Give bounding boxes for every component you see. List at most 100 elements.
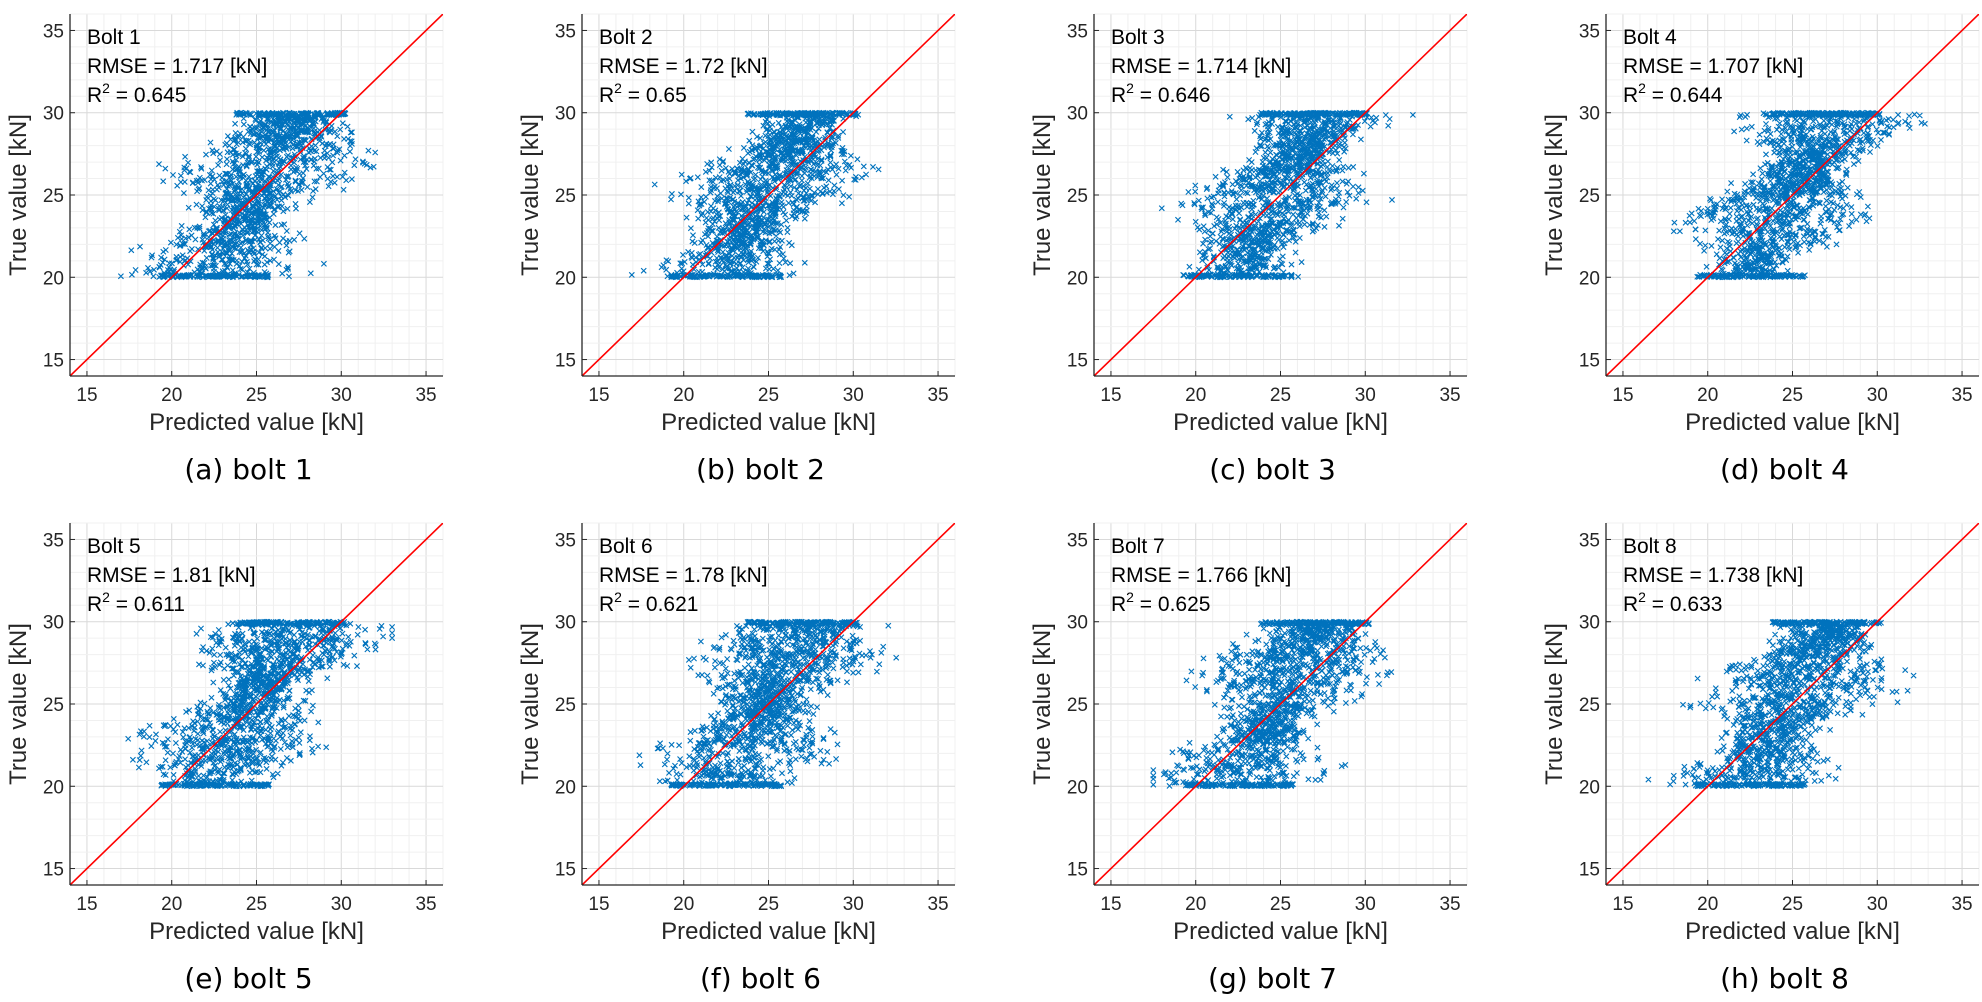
x-tick-label: 15 bbox=[1612, 385, 1633, 406]
y-tick-label: 15 bbox=[1579, 351, 1600, 372]
y-axis-label: True value [kN] bbox=[517, 114, 544, 276]
x-tick-label: 20 bbox=[673, 894, 694, 915]
r2-superscript: 2 bbox=[102, 589, 110, 605]
x-tick-label: 35 bbox=[415, 894, 436, 915]
y-tick-label: 25 bbox=[555, 186, 576, 207]
y-tick-label: 25 bbox=[1067, 695, 1088, 716]
r2-superscript: 2 bbox=[614, 589, 622, 605]
x-tick-label: 35 bbox=[1439, 894, 1460, 915]
x-tick-label: 15 bbox=[1100, 894, 1121, 915]
rmse-label: RMSE = 1.717 [kN] bbox=[87, 55, 267, 78]
r2-label: R2 = 0.65 bbox=[599, 80, 687, 107]
panel-caption: (g) bolt 7 bbox=[1208, 962, 1337, 995]
r2-symbol: R bbox=[1111, 593, 1126, 616]
x-tick-label: 15 bbox=[588, 894, 609, 915]
scatter-marks bbox=[1158, 109, 1416, 281]
x-tick-label: 20 bbox=[1697, 894, 1718, 915]
y-tick-label: 35 bbox=[1579, 530, 1600, 551]
grid bbox=[1605, 13, 1980, 377]
x-tick-label: 35 bbox=[1439, 385, 1460, 406]
panel-caption: (a) bolt 1 bbox=[184, 453, 312, 486]
y-tick-label: 15 bbox=[43, 860, 64, 881]
r2-superscript: 2 bbox=[614, 80, 622, 96]
rmse-label: RMSE = 1.766 [kN] bbox=[1111, 564, 1291, 587]
y-axis-label: True value [kN] bbox=[1541, 623, 1568, 785]
panel-caption: (e) bolt 5 bbox=[184, 962, 312, 995]
y-tick-label: 35 bbox=[43, 530, 64, 551]
r2-value: = 0.621 bbox=[622, 593, 698, 616]
x-tick-label: 25 bbox=[1270, 894, 1291, 915]
x-tick-label: 35 bbox=[927, 385, 948, 406]
y-tick-label: 35 bbox=[555, 530, 576, 551]
bolt-label: Bolt 6 bbox=[599, 535, 653, 558]
x-tick-label: 20 bbox=[1185, 385, 1206, 406]
y-tick-label: 20 bbox=[1067, 777, 1088, 798]
y-tick-label: 25 bbox=[43, 695, 64, 716]
r2-label: R2 = 0.621 bbox=[599, 589, 698, 616]
y-tick-label: 20 bbox=[43, 268, 64, 289]
r2-label: R2 = 0.633 bbox=[1623, 589, 1722, 616]
x-tick-label: 25 bbox=[246, 385, 267, 406]
scatter-marks bbox=[628, 109, 882, 281]
reference-line-y-equals-x bbox=[1094, 523, 1467, 885]
scatter-points bbox=[1158, 109, 1416, 281]
reference-line-y-equals-x bbox=[582, 523, 955, 885]
y-tick-label: 35 bbox=[43, 21, 64, 42]
y-tick-label: 30 bbox=[1579, 104, 1600, 125]
reference-line-y-equals-x bbox=[1606, 523, 1979, 885]
r2-label: R2 = 0.645 bbox=[87, 80, 186, 107]
x-tick-label: 30 bbox=[843, 385, 864, 406]
r2-symbol: R bbox=[87, 84, 102, 107]
r2-superscript: 2 bbox=[1126, 80, 1134, 96]
y-tick-label: 35 bbox=[1067, 530, 1088, 551]
bolt-label: Bolt 2 bbox=[599, 26, 653, 49]
y-tick-label: 15 bbox=[1579, 860, 1600, 881]
r2-symbol: R bbox=[1623, 593, 1638, 616]
y-tick-label: 15 bbox=[555, 860, 576, 881]
rmse-label: RMSE = 1.714 [kN] bbox=[1111, 55, 1291, 78]
x-tick-label: 30 bbox=[843, 894, 864, 915]
scatter-panel-8: 15 20 25 30 35 15 20 25 30 35 Predicted value [kN]… bbox=[1541, 522, 1980, 995]
panel-caption: (h) bolt 8 bbox=[1720, 962, 1849, 995]
r2-label: R2 = 0.644 bbox=[1623, 80, 1723, 107]
y-tick-label: 20 bbox=[555, 268, 576, 289]
x-tick-label: 25 bbox=[1782, 385, 1803, 406]
scatter-panel-7: 15 20 25 30 35 15 20 25 30 35 Predicted value [kN]… bbox=[1029, 522, 1468, 995]
scatter-points bbox=[628, 109, 882, 281]
x-tick-label: 25 bbox=[758, 385, 779, 406]
x-tick-label: 25 bbox=[1270, 385, 1291, 406]
scatter-panel-5: 15 20 25 30 35 15 20 25 30 35 Predicted value [kN]… bbox=[5, 522, 444, 995]
x-tick-label: 35 bbox=[1951, 385, 1972, 406]
x-axis-label: Predicted value [kN] bbox=[1685, 918, 1900, 945]
x-tick-label: 15 bbox=[1612, 894, 1633, 915]
y-tick-label: 30 bbox=[555, 104, 576, 125]
y-axis-label: True value [kN] bbox=[5, 623, 32, 785]
scatter-marks bbox=[125, 618, 396, 790]
x-axis-label: Predicted value [kN] bbox=[661, 918, 876, 945]
rmse-label: RMSE = 1.738 [kN] bbox=[1623, 564, 1803, 587]
x-tick-label: 20 bbox=[1697, 385, 1718, 406]
x-tick-label: 30 bbox=[331, 894, 352, 915]
scatter-panel-3: 15 20 25 30 35 15 20 25 30 35 Predicted value [kN]… bbox=[1029, 13, 1468, 486]
x-axis-label: Predicted value [kN] bbox=[661, 409, 876, 436]
grid bbox=[69, 13, 444, 377]
r2-superscript: 2 bbox=[1638, 80, 1646, 96]
r2-value: = 0.625 bbox=[1134, 593, 1210, 616]
x-tick-label: 30 bbox=[1355, 385, 1376, 406]
panel-caption: (d) bolt 4 bbox=[1720, 453, 1849, 486]
r2-label: R2 = 0.625 bbox=[1111, 589, 1210, 616]
x-tick-label: 30 bbox=[331, 385, 352, 406]
rmse-label: RMSE = 1.81 [kN] bbox=[87, 564, 256, 587]
scatter-panel-6: 15 20 25 30 35 15 20 25 30 35 Predicted value [kN]… bbox=[517, 522, 956, 995]
r2-value: = 0.65 bbox=[622, 84, 687, 107]
scatter-panel-2: 15 20 25 30 35 15 20 25 30 35 Predicted value [kN]… bbox=[517, 13, 956, 486]
x-axis-label: Predicted value [kN] bbox=[149, 918, 364, 945]
y-tick-label: 15 bbox=[43, 351, 64, 372]
y-tick-label: 25 bbox=[43, 186, 64, 207]
y-tick-label: 30 bbox=[43, 104, 64, 125]
y-axis-label: True value [kN] bbox=[1541, 114, 1568, 276]
x-tick-label: 20 bbox=[1185, 894, 1206, 915]
x-tick-label: 30 bbox=[1867, 385, 1888, 406]
r2-value: = 0.611 bbox=[110, 593, 185, 616]
